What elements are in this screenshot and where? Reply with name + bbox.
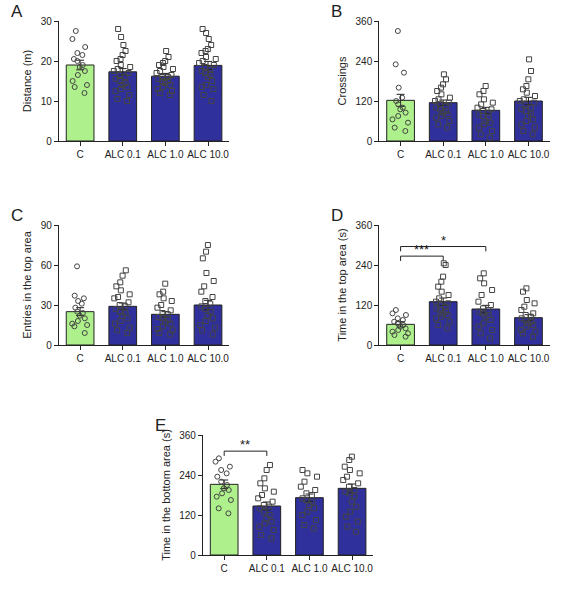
svg-text:C: C <box>397 353 404 364</box>
svg-text:ALC 10.0: ALC 10.0 <box>508 149 550 160</box>
svg-text:E: E <box>155 416 166 435</box>
svg-text:***: *** <box>414 242 429 257</box>
svg-text:ALC 10.0: ALC 10.0 <box>187 353 229 364</box>
svg-text:360: 360 <box>179 430 196 441</box>
svg-text:360: 360 <box>356 220 373 231</box>
svg-text:C: C <box>77 149 84 160</box>
svg-text:ALC 10.0: ALC 10.0 <box>508 353 550 364</box>
svg-text:30: 30 <box>41 16 53 27</box>
svg-text:ALC 1.0: ALC 1.0 <box>291 563 328 574</box>
svg-text:ALC 1.0: ALC 1.0 <box>147 353 184 364</box>
svg-text:ALC 0.1: ALC 0.1 <box>425 353 462 364</box>
svg-text:A: A <box>11 2 23 21</box>
svg-text:Crossings: Crossings <box>336 56 348 105</box>
svg-text:30: 30 <box>41 300 53 311</box>
svg-text:ALC 1.0: ALC 1.0 <box>147 149 184 160</box>
svg-text:60: 60 <box>41 260 53 271</box>
svg-text:Distance (m): Distance (m) <box>21 50 33 112</box>
svg-text:ALC 0.1: ALC 0.1 <box>425 149 462 160</box>
svg-text:0: 0 <box>46 340 52 351</box>
svg-text:C: C <box>397 149 404 160</box>
svg-text:90: 90 <box>41 220 53 231</box>
svg-text:C: C <box>221 563 228 574</box>
svg-text:ALC 1.0: ALC 1.0 <box>468 353 505 364</box>
svg-text:120: 120 <box>356 96 373 107</box>
svg-text:ALC 1.0: ALC 1.0 <box>468 149 505 160</box>
svg-text:Time in the bottom area (s): Time in the bottom area (s) <box>160 429 172 561</box>
svg-text:120: 120 <box>356 300 373 311</box>
svg-text:*: * <box>441 233 446 248</box>
svg-text:Time in the top area (s): Time in the top area (s) <box>336 228 348 341</box>
svg-text:240: 240 <box>356 56 373 67</box>
svg-text:ALC 10.0: ALC 10.0 <box>187 149 229 160</box>
svg-text:ALC 0.1: ALC 0.1 <box>105 149 142 160</box>
svg-text:C: C <box>77 353 84 364</box>
svg-text:B: B <box>331 2 342 21</box>
svg-text:20: 20 <box>41 56 53 67</box>
svg-text:D: D <box>331 206 343 225</box>
svg-text:ALC 0.1: ALC 0.1 <box>249 563 286 574</box>
svg-text:0: 0 <box>367 340 373 351</box>
svg-text:240: 240 <box>179 470 196 481</box>
svg-text:120: 120 <box>179 510 196 521</box>
svg-text:ALC 10.0: ALC 10.0 <box>331 563 373 574</box>
svg-text:Entries in the top area: Entries in the top area <box>21 230 33 339</box>
svg-text:ALC 0.1: ALC 0.1 <box>105 353 142 364</box>
svg-text:0: 0 <box>367 136 373 147</box>
svg-text:C: C <box>11 206 23 225</box>
svg-text:**: ** <box>240 437 250 452</box>
svg-text:240: 240 <box>356 260 373 271</box>
svg-text:0: 0 <box>190 550 196 561</box>
svg-text:360: 360 <box>356 16 373 27</box>
svg-text:0: 0 <box>46 136 52 147</box>
svg-text:10: 10 <box>41 96 53 107</box>
